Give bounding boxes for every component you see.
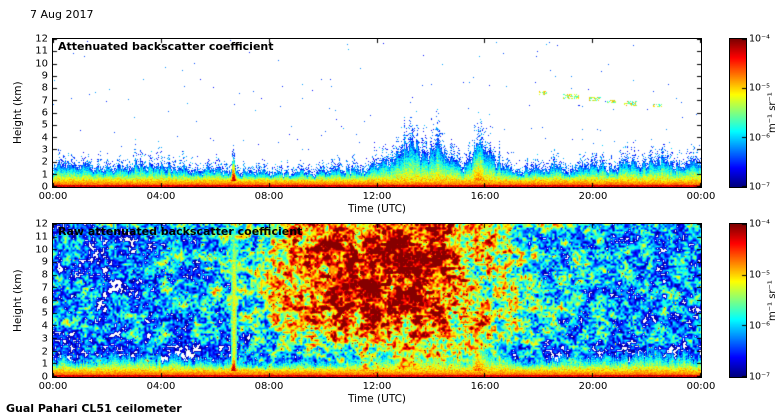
y-tick-label: 5 — [41, 307, 48, 319]
y-tick-label: 8 — [41, 82, 48, 94]
x-axis-label: Time (UTC) — [347, 393, 407, 405]
x-tick-label: 12:00 — [362, 191, 392, 202]
y-tick-label: 12 — [35, 33, 48, 45]
x-tick-label: 00:00 — [686, 381, 716, 392]
colorbar-tick-label: 10⁻⁷ — [749, 371, 770, 383]
x-tick-label: 16:00 — [470, 381, 500, 392]
x-tick-label: 20:00 — [578, 191, 608, 202]
panel-title: Attenuated backscatter coefficient — [58, 40, 274, 53]
colorbar-tick-label: 10⁻⁶ — [749, 320, 770, 332]
colorbar-unit-label: m⁻¹ sr⁻¹ — [767, 92, 778, 134]
x-tick-label: 04:00 — [146, 381, 176, 392]
y-tick-label: 10 — [35, 58, 48, 70]
y-tick-label: 10 — [35, 244, 48, 255]
colorbar-gradient — [730, 224, 746, 377]
x-tick-label: 20:00 — [578, 381, 608, 392]
x-axis-label: Time (UTC) — [347, 203, 407, 215]
x-tick-label: 00:00 — [38, 191, 68, 202]
y-tick-label: 9 — [41, 70, 48, 82]
y-tick-label: 6 — [41, 107, 48, 119]
y-tick-label: 7 — [41, 282, 48, 294]
colorbar-tick-label: 10⁻⁵ — [749, 269, 770, 281]
x-tick-label: 04:00 — [146, 191, 176, 202]
footer-caption: Gual Pahari CL51 ceilometer — [6, 402, 182, 415]
y-axis-tick-labels: 0 1 2 3 4 5 6 7 8 9 10 11 12 — [28, 34, 50, 193]
colorbar-tick-label: 10⁻⁵ — [749, 82, 770, 94]
y-tick-label: 2 — [41, 156, 48, 168]
x-tick-label: 00:00 — [38, 381, 68, 392]
y-tick-label: 4 — [41, 132, 48, 144]
colorbar-tick-label: 10⁻⁴ — [749, 33, 770, 45]
raw-backscatter-plot: Raw attenuated backscatter coefficient — [52, 223, 702, 378]
colorbar — [729, 38, 747, 188]
y-tick-label: 12 — [35, 218, 48, 230]
y-tick-label: 6 — [41, 295, 48, 306]
y-axis-label: Height (km) — [12, 269, 24, 332]
y-tick-label: 3 — [41, 333, 48, 345]
y-tick-label: 0 — [41, 181, 48, 193]
clean-backscatter-heatmap — [53, 39, 701, 187]
y-tick-label: 3 — [41, 144, 48, 156]
colorbar-tick-labels: 10⁻⁴ 10⁻⁵ 10⁻⁶ 10⁻⁷ — [749, 219, 777, 383]
colorbar-tick-labels: 10⁻⁴ 10⁻⁵ 10⁻⁶ 10⁻⁷ — [749, 34, 777, 193]
y-tick-label: 0 — [41, 371, 48, 383]
y-tick-label: 11 — [35, 231, 48, 243]
colorbar-gradient — [730, 39, 746, 187]
x-tick-label: 12:00 — [362, 381, 392, 392]
colorbar-tick-label: 10⁻⁴ — [749, 218, 770, 230]
x-tick-label: 08:00 — [254, 381, 284, 392]
y-tick-label: 9 — [41, 256, 48, 268]
y-tick-label: 5 — [41, 119, 48, 131]
y-tick-label: 11 — [35, 45, 48, 57]
date-label: 7 Aug 2017 — [30, 8, 94, 21]
clean-backscatter-plot: Attenuated backscatter coefficient — [52, 38, 702, 188]
y-tick-label: 7 — [41, 95, 48, 107]
raw-backscatter-heatmap — [53, 224, 701, 377]
x-axis-tick-labels: 00:00 04:00 08:00 12:00 16:00 20:00 00:00 — [39, 191, 716, 203]
y-tick-label: 2 — [41, 346, 48, 357]
x-tick-label: 08:00 — [254, 191, 284, 202]
x-tick-label: 00:00 — [686, 191, 716, 202]
x-tick-label: 16:00 — [470, 191, 500, 202]
y-tick-label: 1 — [41, 169, 48, 181]
y-tick-label: 1 — [41, 358, 48, 370]
y-axis-tick-labels: 0 1 2 3 4 5 6 7 8 9 10 11 12 — [28, 219, 50, 383]
panel-title: Raw attenuated backscatter coefficient — [58, 225, 303, 238]
y-tick-label: 8 — [41, 269, 48, 281]
y-tick-label: 4 — [41, 320, 48, 332]
y-axis-label: Height (km) — [12, 81, 24, 145]
colorbar-tick-label: 10⁻⁷ — [749, 181, 770, 193]
colorbar — [729, 223, 747, 378]
colorbar-tick-label: 10⁻⁶ — [749, 132, 770, 144]
x-axis-tick-labels: 00:00 04:00 08:00 12:00 16:00 20:00 00:00 — [39, 381, 716, 393]
colorbar-unit-label: m⁻¹ sr⁻¹ — [767, 280, 778, 321]
